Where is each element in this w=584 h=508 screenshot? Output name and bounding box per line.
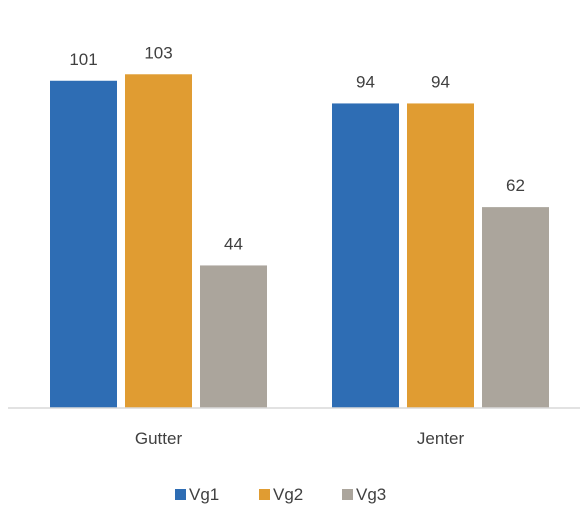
data-label-jenter-vg3: 62 — [506, 176, 525, 195]
data-label-jenter-vg1: 94 — [356, 72, 375, 91]
bar-jenter-vg1 — [332, 103, 399, 408]
category-label-jenter: Jenter — [417, 429, 465, 448]
legend-label-vg1: Vg1 — [189, 485, 219, 504]
data-label-gutter-vg3: 44 — [224, 234, 243, 253]
bars-layer — [50, 74, 549, 408]
legend-swatch-vg2 — [259, 489, 270, 500]
legend: Vg1 Vg2 Vg3 — [175, 485, 386, 504]
bar-jenter-vg2 — [407, 103, 474, 408]
category-label-gutter: Gutter — [135, 429, 183, 448]
bar-gutter-vg3 — [200, 265, 267, 408]
value-labels-layer: 101 103 44 94 94 62 — [69, 43, 525, 253]
legend-swatch-vg3 — [342, 489, 353, 500]
bar-gutter-vg1 — [50, 80, 117, 408]
bar-gutter-vg2 — [125, 74, 192, 408]
data-label-jenter-vg2: 94 — [431, 72, 450, 91]
data-label-gutter-vg1: 101 — [69, 50, 97, 69]
legend-swatch-vg1 — [175, 489, 186, 500]
bar-jenter-vg3 — [482, 207, 549, 408]
legend-label-vg3: Vg3 — [356, 485, 386, 504]
data-label-gutter-vg2: 103 — [144, 43, 172, 62]
category-labels-layer: Gutter Jenter — [135, 429, 465, 448]
legend-label-vg2: Vg2 — [273, 485, 303, 504]
